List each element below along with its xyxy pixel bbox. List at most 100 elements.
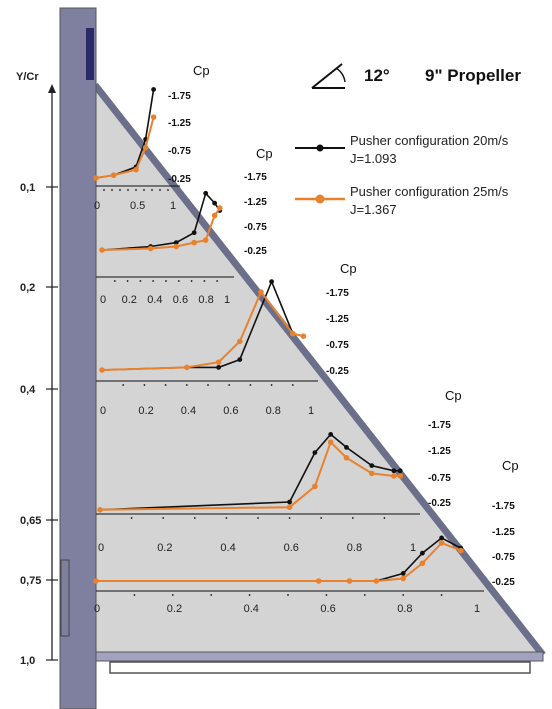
- cp-tick-label: -1.25: [326, 314, 349, 325]
- x-tick-label: 0: [94, 200, 100, 212]
- chord-tick-dot: [165, 280, 167, 282]
- legend-label-25ms: Pusher configuration 25m/s: [350, 184, 509, 199]
- data-point-20ms: [391, 468, 397, 474]
- chord-tick-dot: [185, 384, 188, 386]
- x-tick-label: 0.6: [223, 405, 238, 417]
- chord-tick-dot: [257, 517, 259, 519]
- angle-icon: [311, 63, 345, 89]
- data-point-25ms: [216, 205, 223, 211]
- data-point-25ms: [133, 166, 139, 173]
- x-tick-label: 1: [308, 405, 314, 417]
- data-point-20ms: [312, 450, 318, 455]
- x-tick-label: 0.4: [147, 294, 162, 306]
- data-point-25ms: [327, 439, 334, 446]
- chord-tick-dot: [103, 189, 105, 191]
- data-point-20ms: [369, 463, 375, 468]
- data-point-25ms: [391, 473, 397, 479]
- cp-axis-label: Cp: [445, 388, 462, 403]
- x-tick-label: 1: [224, 294, 230, 306]
- chord-tick-dot: [325, 594, 328, 596]
- data-point-25ms: [215, 359, 222, 366]
- legend-marker-20ms: [316, 144, 324, 152]
- data-point-25ms: [373, 578, 380, 584]
- x-tick-label: 0.2: [167, 603, 182, 615]
- cp-tick-label: -1.25: [492, 527, 515, 538]
- y-tick-label: 0,65: [20, 515, 41, 527]
- chord-tick-dot: [152, 280, 155, 282]
- x-tick-label: 0.8: [347, 542, 362, 554]
- x-tick-label: 0.5: [130, 200, 145, 212]
- cp-tick-label: -1.75: [168, 91, 191, 102]
- chord-tick-dot: [126, 280, 129, 282]
- x-tick-label: 0.2: [138, 405, 153, 417]
- cp-tick-label: -0.75: [168, 146, 191, 157]
- chord-tick-dot: [248, 594, 251, 596]
- x-tick-label: 0.8: [266, 405, 281, 417]
- data-point-25ms: [400, 575, 407, 582]
- x-tick-label: 0: [100, 405, 106, 417]
- body-sensor-strip: [86, 28, 94, 80]
- chord-tick-dot: [133, 594, 136, 596]
- chord-tick-dot: [143, 189, 145, 191]
- cp-tick-label: -0.75: [326, 340, 349, 351]
- chord-tick-dot: [159, 189, 161, 191]
- chord-tick-dot: [167, 189, 169, 191]
- chord-tick-dot: [249, 384, 252, 386]
- chord-tick-dot: [270, 384, 273, 386]
- chord-tick-dot: [287, 594, 289, 596]
- chord-tick-dot: [119, 189, 121, 191]
- chord-tick-dot: [177, 280, 180, 282]
- x-tick-label: 0.2: [157, 542, 172, 554]
- legend-marker-25ms: [315, 194, 325, 204]
- data-point-20ms: [216, 365, 222, 370]
- chord-tick-dot: [111, 189, 113, 191]
- data-point-25ms: [93, 578, 99, 584]
- data-point-25ms: [93, 175, 99, 181]
- x-tick-label: 0.4: [244, 603, 259, 615]
- y-axis-arrow: [48, 84, 56, 93]
- x-tick-label: 0: [98, 542, 104, 554]
- legend-label-20ms: Pusher configuration 20m/s: [350, 133, 509, 148]
- chord-tick-dot: [139, 280, 142, 282]
- y-axis-label: Y/Cr: [16, 71, 39, 83]
- cp-axis-label: Cp: [340, 261, 357, 276]
- y-axis-ticks: 0,1 0,2 0,4 0,65 0,75 1,0: [20, 182, 58, 667]
- series-line-25ms: [96, 541, 462, 582]
- chord-tick-dot: [225, 517, 228, 519]
- chord-tick-dot: [383, 517, 386, 519]
- data-point-25ms: [150, 114, 157, 120]
- data-point-20ms: [203, 190, 209, 196]
- x-tick-label: 0.2: [122, 294, 137, 306]
- y-tick-label: 0,75: [20, 575, 41, 587]
- cp-axis-label: Cp: [502, 458, 519, 473]
- cp-tick-label: -1.25: [168, 118, 191, 129]
- wing-leading-edge: [92, 82, 546, 658]
- chart-title: 9" Propeller: [425, 66, 521, 85]
- station-chart-0-2: Cp -1.75 -1.25 -0.75 -0.25 0 0.2 0.4 0.6 0.8 1: [96, 146, 273, 306]
- chord-tick-dot: [216, 280, 219, 282]
- wing-trailing-edge: [94, 651, 544, 662]
- chord-tick-dot: [351, 517, 354, 519]
- data-point-25ms: [173, 243, 180, 250]
- cp-tick-label: -0.25: [326, 366, 349, 377]
- data-point-25ms: [397, 473, 404, 479]
- angle-arc-icon: [335, 67, 346, 83]
- cp-tick-label: -1.25: [244, 197, 267, 208]
- cp-tick-label: -1.75: [244, 172, 267, 183]
- chord-tick-dot: [291, 384, 294, 386]
- data-point-25ms: [315, 578, 322, 584]
- cp-tick-label: -0.75: [244, 222, 267, 233]
- cp-axis-label: Cp: [256, 146, 273, 161]
- legend-sub-25ms: J=1.367: [350, 202, 397, 217]
- cp-tick-label: -1.25: [428, 446, 451, 457]
- y-tick-label: 0,2: [20, 282, 35, 294]
- data-point-25ms: [184, 364, 190, 371]
- chord-tick-dot: [135, 189, 137, 191]
- data-point-20ms: [439, 535, 444, 541]
- chord-tick-dot: [130, 517, 133, 519]
- x-tick-label: 0.6: [320, 603, 335, 615]
- y-tick-label: 1,0: [20, 655, 35, 667]
- trailing-edge-strip: [109, 661, 531, 674]
- station-chart-0-1: Cp -1.75 -1.25 -0.75 -0.25 0 0.5 1: [93, 63, 210, 212]
- legend: Pusher configuration 20m/s J=1.093 Pushe…: [295, 133, 509, 217]
